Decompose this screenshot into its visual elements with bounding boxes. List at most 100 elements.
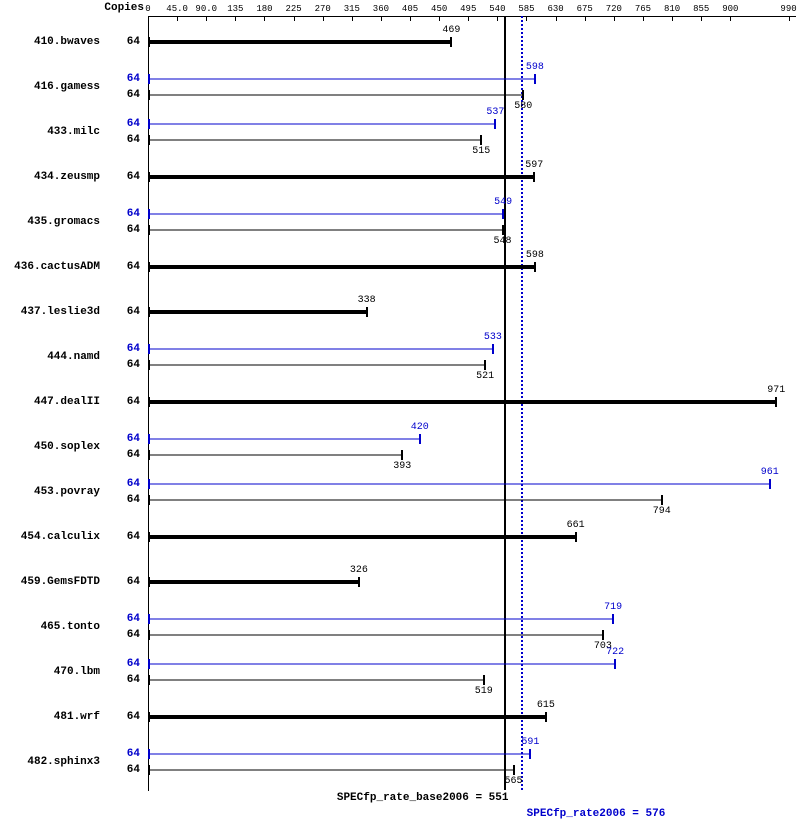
- base-value-label: 393: [393, 461, 411, 472]
- peak-value-label: 420: [411, 422, 429, 433]
- copies-value: 64: [127, 613, 140, 625]
- benchmark-name: 453.povray: [34, 486, 100, 498]
- peak-bar-cap: [529, 749, 531, 759]
- base-bar-startcap: [148, 307, 150, 317]
- base-bar-startcap: [148, 37, 150, 47]
- base-bar: [148, 400, 776, 404]
- benchmark-name: 435.gromacs: [27, 216, 100, 228]
- copies-header: Copies: [104, 2, 144, 14]
- peak-bar-startcap: [148, 209, 150, 219]
- base-bar-startcap: [148, 577, 150, 587]
- base-bar: [148, 265, 535, 269]
- axis-tick-label: 720: [606, 4, 622, 14]
- benchmark-name: 434.zeusmp: [34, 171, 100, 183]
- base-bar: [148, 365, 485, 366]
- base-bar-startcap: [148, 495, 150, 505]
- base-value-label: 971: [767, 385, 785, 396]
- base-value-label: 338: [358, 295, 376, 306]
- copies-value: 64: [127, 576, 140, 588]
- base-bar: [148, 500, 662, 501]
- peak-bar-cap: [494, 119, 496, 129]
- copies-value: 64: [127, 449, 140, 461]
- peak-value-label: 537: [486, 107, 504, 118]
- spec-rate-chart: Copies045.090.01351802252703153604054504…: [0, 0, 799, 831]
- base-bar-startcap: [148, 630, 150, 640]
- axis-tick: [294, 16, 295, 21]
- copies-value: 64: [127, 674, 140, 686]
- axis-tick-label: 90.0: [195, 4, 217, 14]
- copies-value: 64: [127, 711, 140, 723]
- base-bar-cap: [480, 135, 482, 145]
- peak-bar-startcap: [148, 119, 150, 129]
- base-bar-startcap: [148, 397, 150, 407]
- copies-value: 64: [127, 208, 140, 220]
- axis-tick-label: 225: [285, 4, 301, 14]
- base-value-label: 580: [514, 101, 532, 112]
- base-bar: [148, 680, 484, 681]
- base-bar-startcap: [148, 225, 150, 235]
- axis-tick-label: 360: [373, 4, 389, 14]
- peak-score-label: SPECfp_rate2006 = 576: [527, 808, 666, 820]
- base-bar: [148, 535, 576, 539]
- copies-value: 64: [127, 306, 140, 318]
- axis-tick-label: 855: [693, 4, 709, 14]
- base-bar-cap: [483, 675, 485, 685]
- peak-value-label: 591: [521, 737, 539, 748]
- base-value-label: 326: [350, 565, 368, 576]
- peak-bar-startcap: [148, 479, 150, 489]
- axis-tick: [381, 16, 382, 21]
- benchmark-name: 482.sphinx3: [27, 756, 100, 768]
- base-bar-cap: [602, 630, 604, 640]
- axis-tick-label: 990: [780, 4, 796, 14]
- benchmark-name: 454.calculix: [21, 531, 100, 543]
- peak-value-label: 722: [606, 647, 624, 658]
- benchmark-name: 436.cactusADM: [14, 261, 100, 273]
- axis-tick: [439, 16, 440, 21]
- base-bar-cap: [533, 172, 535, 182]
- copies-value: 64: [127, 224, 140, 236]
- peak-bar-startcap: [148, 614, 150, 624]
- peak-bar-startcap: [148, 434, 150, 444]
- base-bar-cap: [513, 765, 515, 775]
- peak-bar: [148, 754, 530, 755]
- base-value-label: 519: [475, 686, 493, 697]
- axis-tick: [643, 16, 644, 21]
- axis-tick: [352, 16, 353, 21]
- base-value-label: 469: [442, 25, 460, 36]
- axis-tick: [468, 16, 469, 21]
- base-bar-cap: [502, 225, 504, 235]
- copies-value: 64: [127, 89, 140, 101]
- base-bar-startcap: [148, 135, 150, 145]
- peak-bar-cap: [614, 659, 616, 669]
- base-bar-startcap: [148, 360, 150, 370]
- axis-tick-label: 315: [344, 4, 360, 14]
- copies-value: 64: [127, 531, 140, 543]
- copies-value: 64: [127, 494, 140, 506]
- axis-tick: [614, 16, 615, 21]
- base-value-label: 515: [472, 146, 490, 157]
- axis-tick-label: 450: [431, 4, 447, 14]
- peak-value-label: 549: [494, 197, 512, 208]
- benchmark-name: 433.milc: [47, 126, 100, 138]
- peak-bar-cap: [492, 344, 494, 354]
- benchmark-name: 416.gamess: [34, 81, 100, 93]
- peak-bar-cap: [612, 614, 614, 624]
- base-bar-startcap: [148, 450, 150, 460]
- peak-bar: [148, 124, 495, 125]
- base-bar: [148, 580, 359, 584]
- axis-tick: [789, 16, 790, 21]
- peak-bar-cap: [534, 74, 536, 84]
- base-bar-cap: [534, 262, 536, 272]
- peak-bar-cap: [419, 434, 421, 444]
- base-value-label: 661: [567, 520, 585, 531]
- peak-bar: [148, 484, 770, 485]
- peak-bar: [148, 79, 535, 80]
- base-bar-cap: [545, 712, 547, 722]
- axis-tick-label: 675: [577, 4, 593, 14]
- axis-tick: [206, 16, 207, 21]
- base-bar-cap: [358, 577, 360, 587]
- base-bar-cap: [401, 450, 403, 460]
- peak-bar-cap: [769, 479, 771, 489]
- copies-value: 64: [127, 359, 140, 371]
- axis-tick: [526, 16, 527, 21]
